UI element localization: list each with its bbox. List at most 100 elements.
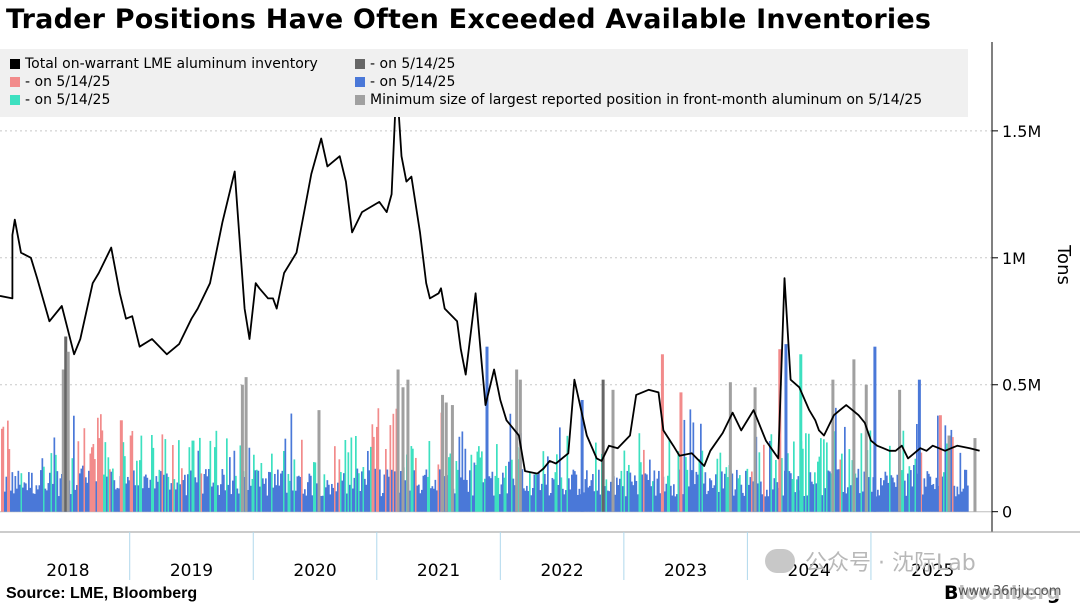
position-bar xyxy=(524,490,527,512)
position-bar xyxy=(287,473,290,512)
position-bar xyxy=(652,481,654,512)
position-bar xyxy=(724,473,726,512)
position-bar xyxy=(610,481,612,512)
position-bar xyxy=(437,464,440,512)
position-bar xyxy=(496,444,498,512)
position-bar xyxy=(240,384,244,512)
position-bar xyxy=(449,453,452,512)
position-bar xyxy=(959,452,962,512)
position-bar xyxy=(932,483,935,512)
position-bar xyxy=(286,492,288,512)
position-bar xyxy=(619,478,621,512)
position-bar xyxy=(314,462,317,512)
position-bar xyxy=(511,459,513,512)
position-bar xyxy=(532,487,534,512)
position-bar xyxy=(752,481,755,512)
position-bar xyxy=(179,484,182,512)
position-bar xyxy=(8,449,11,512)
position-bar xyxy=(617,485,620,512)
position-bar xyxy=(380,496,383,512)
position-bar xyxy=(715,474,717,512)
position-bar xyxy=(584,479,587,512)
position-bar xyxy=(637,494,639,512)
legend-swatch xyxy=(10,95,20,105)
position-bar xyxy=(349,484,351,512)
position-bar xyxy=(256,469,258,512)
position-bar xyxy=(391,469,393,512)
position-bar xyxy=(616,477,618,512)
position-bar xyxy=(235,475,237,512)
position-bar xyxy=(113,480,116,512)
position-bar xyxy=(545,484,548,512)
position-bar xyxy=(299,476,302,512)
position-bar xyxy=(358,473,360,512)
position-bar xyxy=(406,379,410,512)
position-bar xyxy=(574,471,576,512)
position-bar xyxy=(382,493,384,512)
position-bar xyxy=(553,479,555,512)
position-bar xyxy=(64,336,68,512)
position-bar xyxy=(101,430,104,512)
position-bar xyxy=(94,459,96,512)
position-bar xyxy=(890,475,893,512)
position-bar xyxy=(928,473,930,512)
position-bar xyxy=(335,491,338,512)
position-bar xyxy=(499,494,501,512)
position-bar xyxy=(958,494,960,512)
position-bar xyxy=(670,485,672,512)
position-bar xyxy=(482,482,485,512)
position-bar xyxy=(196,482,198,512)
position-bar xyxy=(763,444,765,512)
source-note: Source: LME, Bloomberg xyxy=(6,585,198,602)
y-tick-label: 0 xyxy=(1002,503,1012,522)
position-bar xyxy=(71,458,74,512)
position-bar xyxy=(49,472,51,512)
position-bar xyxy=(923,478,926,512)
position-bar xyxy=(911,486,914,512)
position-bar xyxy=(37,489,39,512)
position-bar xyxy=(593,491,596,512)
position-bar xyxy=(413,470,416,512)
position-bar xyxy=(460,477,462,512)
position-bar xyxy=(805,433,807,512)
position-bar xyxy=(691,470,693,512)
position-bar xyxy=(209,440,212,512)
position-bar xyxy=(137,485,140,512)
position-bar xyxy=(586,470,588,512)
position-bar xyxy=(937,415,939,512)
position-bar xyxy=(956,486,959,512)
position-bar xyxy=(965,469,968,512)
position-bar xyxy=(655,495,657,512)
position-bar xyxy=(34,493,36,512)
position-bar xyxy=(831,379,835,512)
position-bar xyxy=(470,454,473,512)
position-bar xyxy=(218,494,221,512)
position-bar xyxy=(830,473,833,512)
position-bar xyxy=(572,469,575,512)
position-bar xyxy=(530,495,533,512)
position-bar xyxy=(431,486,434,512)
position-bar xyxy=(644,473,647,512)
position-bar xyxy=(266,495,269,512)
position-bar xyxy=(361,471,363,512)
position-bar xyxy=(271,453,273,512)
position-bar xyxy=(217,485,219,512)
position-bar xyxy=(463,479,465,512)
position-bar xyxy=(10,490,12,512)
position-bar xyxy=(157,481,159,512)
position-bar xyxy=(392,413,395,512)
position-bar xyxy=(400,471,402,512)
y-tick-label: 1.5M xyxy=(1002,122,1041,141)
position-bar xyxy=(698,459,701,512)
position-bar xyxy=(679,392,683,512)
position-bar xyxy=(83,428,86,512)
position-bar xyxy=(134,485,137,512)
position-bar xyxy=(4,491,6,512)
position-bar xyxy=(199,437,201,512)
position-bar xyxy=(676,494,678,512)
position-bar xyxy=(404,480,407,512)
position-bar xyxy=(343,473,345,512)
position-bar xyxy=(97,417,99,512)
position-bar xyxy=(136,460,138,512)
x-tick-label: 2025 xyxy=(911,561,954,581)
